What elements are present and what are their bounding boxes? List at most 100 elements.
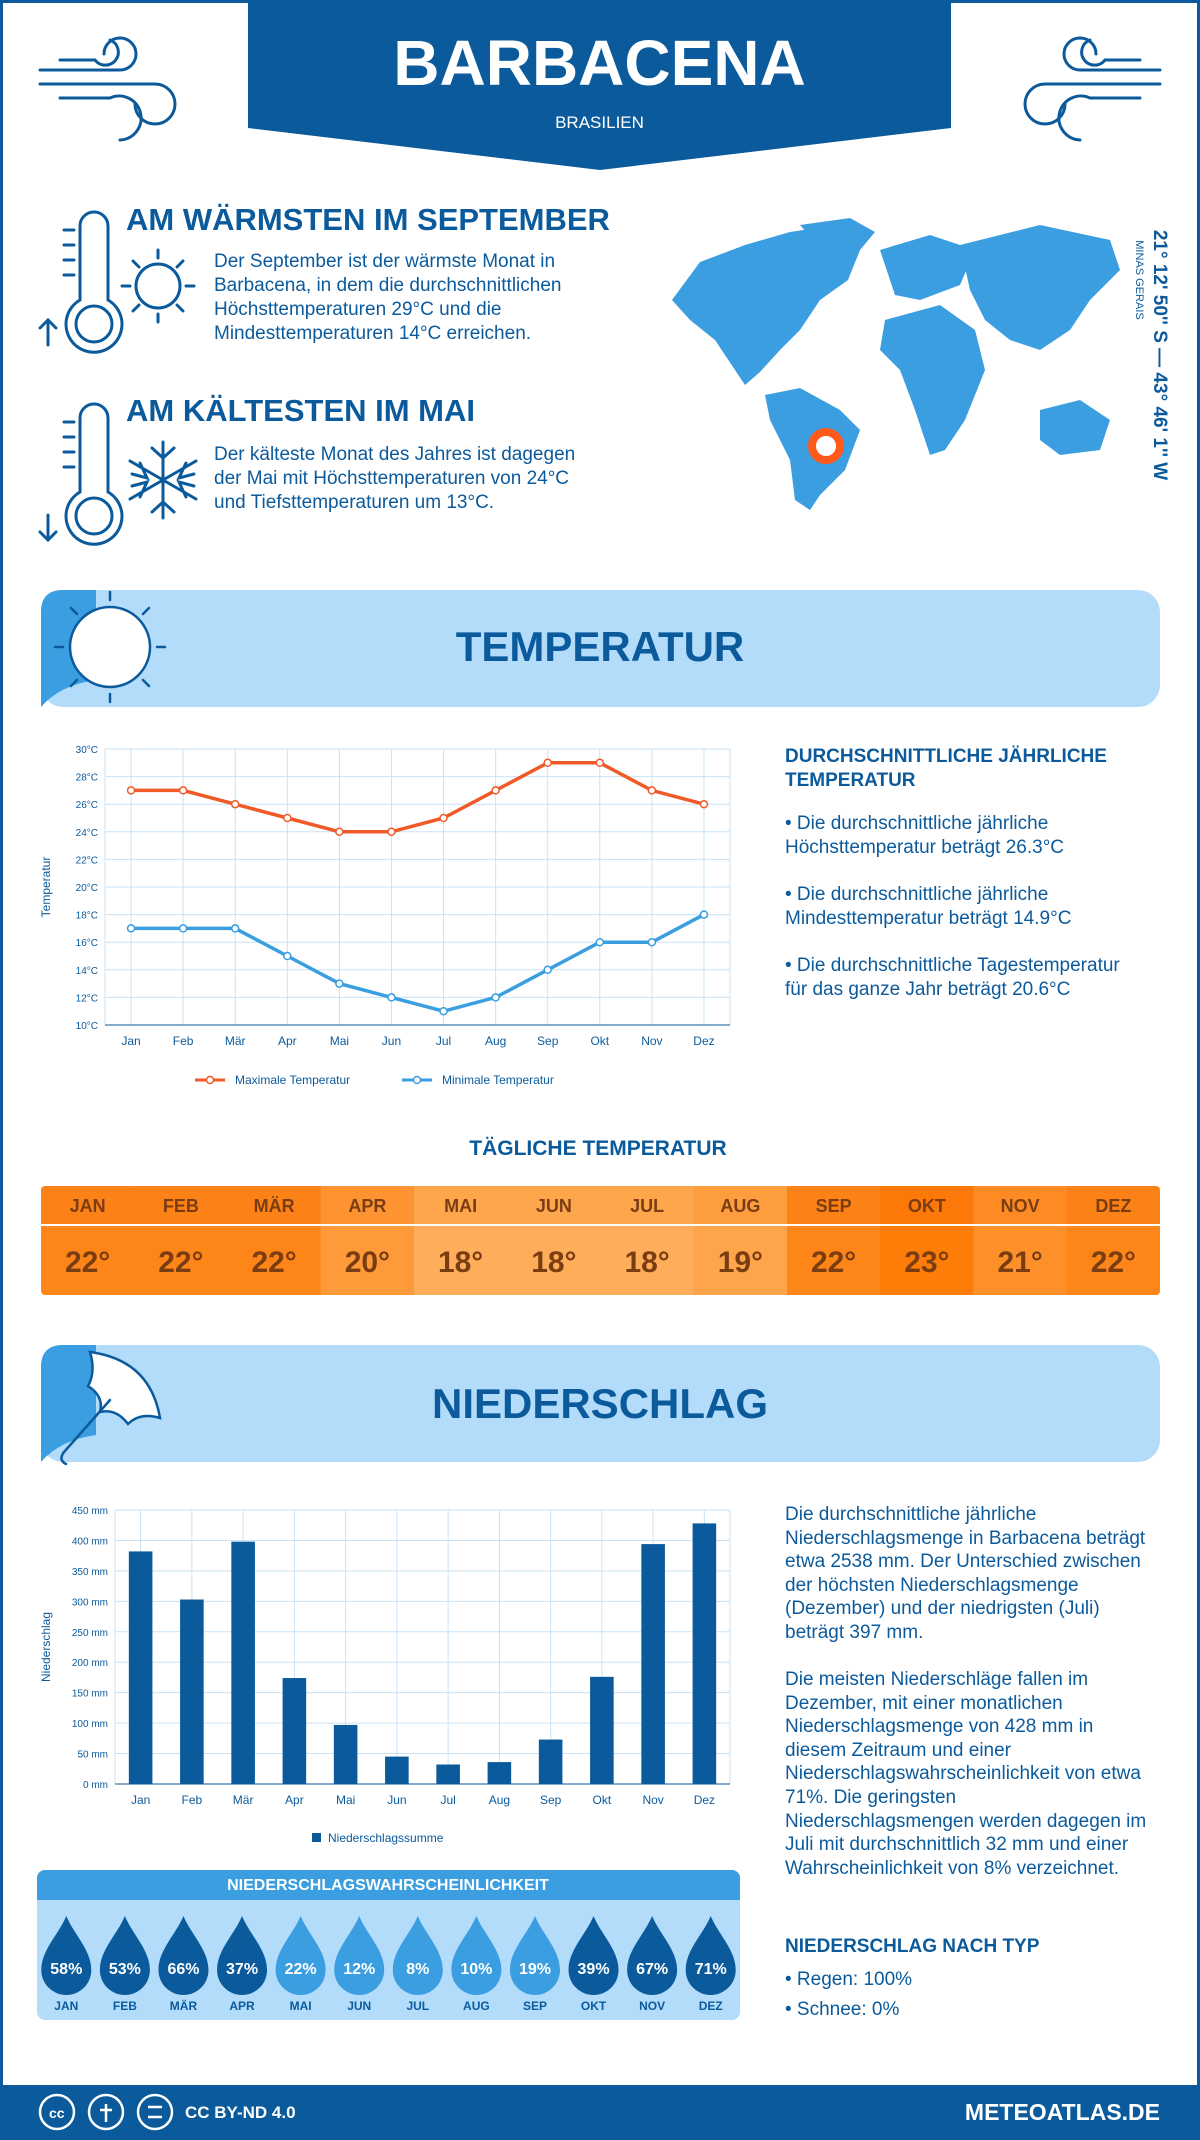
daily-month: AUG <box>720 1196 760 1216</box>
daily-value: 18° <box>624 1246 669 1279</box>
daily-month-cell <box>227 1186 321 1224</box>
x-tick-label: Nov <box>641 1034 662 1048</box>
daily-value-cell <box>507 1226 601 1295</box>
point <box>283 813 292 823</box>
bar <box>282 1678 307 1784</box>
probability-month: JAN <box>54 1999 78 2013</box>
umbrella-icon <box>60 1350 162 1466</box>
daily-month-cell <box>414 1186 508 1224</box>
probability-drop <box>41 1916 92 1995</box>
probability-drop <box>568 1916 619 1995</box>
bar <box>385 1756 409 1784</box>
highlight-title: AM KÄLTESTEN IM MAI <box>126 393 476 428</box>
probability-value: 66% <box>167 1961 199 1978</box>
y-tick-label: 10°C <box>76 1021 98 1032</box>
point <box>647 937 657 947</box>
daily-value-cell <box>693 1226 787 1295</box>
footer-band <box>0 2085 1200 2140</box>
point <box>699 799 709 809</box>
daily-month: APR <box>348 1196 386 1216</box>
probability-month: NOV <box>639 1999 665 2013</box>
y-tick-label: 16°C <box>76 938 98 949</box>
probability-value: 53% <box>109 1961 141 1978</box>
city-title: BARBACENA <box>393 27 806 99</box>
summary-title: DURCHSCHNITTLICHE JÄHRLICHE TEMPERATUR <box>785 746 1107 791</box>
probability-month: OKT <box>581 1999 607 2013</box>
probability-month: SEP <box>523 1999 547 2013</box>
daily-month: JAN <box>70 1196 106 1216</box>
daily-value: 23° <box>904 1246 949 1279</box>
precip-text: Die durchschnittliche jährliche Niedersc… <box>785 1504 1146 1643</box>
y-tick-label: 300 mm <box>72 1597 108 1608</box>
point <box>491 786 500 795</box>
x-tick-label: Mai <box>336 1793 355 1807</box>
bar <box>538 1739 563 1784</box>
legend-label: Niederschlagssumme <box>328 1831 444 1845</box>
y-tick-label: 450 mm <box>72 1506 108 1517</box>
y-tick-label: 400 mm <box>72 1536 108 1547</box>
point <box>126 786 136 795</box>
y-tick-label: 150 mm <box>72 1689 108 1700</box>
probability-drop <box>509 1916 560 1995</box>
probability-month: AUG <box>463 1999 490 2013</box>
probability-month: MAI <box>290 1999 312 2013</box>
daily-value: 20° <box>345 1246 390 1279</box>
daily-month: DEZ <box>1095 1196 1131 1216</box>
point <box>283 951 292 961</box>
daily-month: JUN <box>536 1196 572 1216</box>
probability-drop <box>217 1916 268 1995</box>
daily-value-cell <box>973 1226 1067 1295</box>
point <box>439 1006 448 1016</box>
bar <box>641 1544 665 1784</box>
type-item: • Regen: 100% <box>785 1969 913 1990</box>
probability-drop <box>685 1916 736 1995</box>
probability-drop <box>158 1916 209 1995</box>
probability-drop <box>275 1916 326 1995</box>
probability-month: FEB <box>113 1999 137 2013</box>
probability-title: NIEDERSCHLAGSWAHRSCHEINLICHKEIT <box>227 1877 549 1894</box>
probability-value: 19% <box>519 1961 551 1978</box>
daily-value-cell <box>320 1226 414 1295</box>
x-tick-label: Feb <box>173 1034 194 1048</box>
probability-value: 58% <box>50 1961 82 1978</box>
x-tick-label: Jun <box>382 1034 401 1048</box>
daily-value-cell <box>414 1226 508 1295</box>
probability-drop <box>627 1916 678 1995</box>
precip-text: Die meisten Niederschläge fallen im Deze… <box>785 1669 1147 1879</box>
point <box>439 813 448 823</box>
location-marker <box>808 428 844 464</box>
y-axis-label: Niederschlag <box>39 1612 53 1682</box>
bar <box>487 1762 512 1784</box>
y-tick-label: 30°C <box>76 745 98 756</box>
daily-value-cell <box>134 1226 228 1295</box>
probability-month: APR <box>229 1999 255 2013</box>
point <box>491 993 500 1002</box>
x-tick-label: Mär <box>225 1034 246 1048</box>
probability-drop <box>451 1916 502 1995</box>
section-banner <box>41 590 1160 707</box>
x-tick-label: Okt <box>590 1034 609 1048</box>
wind-icon <box>38 36 1162 142</box>
cc-glyph: cc <box>49 2105 65 2121</box>
point <box>178 924 188 933</box>
probability-value: 39% <box>578 1961 610 1978</box>
daily-month-cell <box>600 1186 694 1224</box>
y-tick-label: 350 mm <box>72 1567 108 1578</box>
x-tick-label: Sep <box>537 1034 559 1048</box>
legend-label: Minimale Temperatur <box>442 1073 554 1087</box>
probability-month: JUL <box>406 1999 429 2013</box>
x-tick-label: Jul <box>436 1034 451 1048</box>
x-tick-label: Nov <box>642 1793 663 1807</box>
daily-value: 22° <box>1091 1246 1136 1279</box>
x-tick-label: Mai <box>330 1034 349 1048</box>
x-tick-label: Sep <box>540 1793 562 1807</box>
line <box>131 913 705 1014</box>
daily-value: 19° <box>718 1246 763 1279</box>
daily-value: 22° <box>251 1246 296 1279</box>
point <box>230 924 240 933</box>
section-title: TEMPERATUR <box>456 623 745 670</box>
world-map <box>672 218 1120 510</box>
y-tick-label: 12°C <box>76 993 98 1004</box>
